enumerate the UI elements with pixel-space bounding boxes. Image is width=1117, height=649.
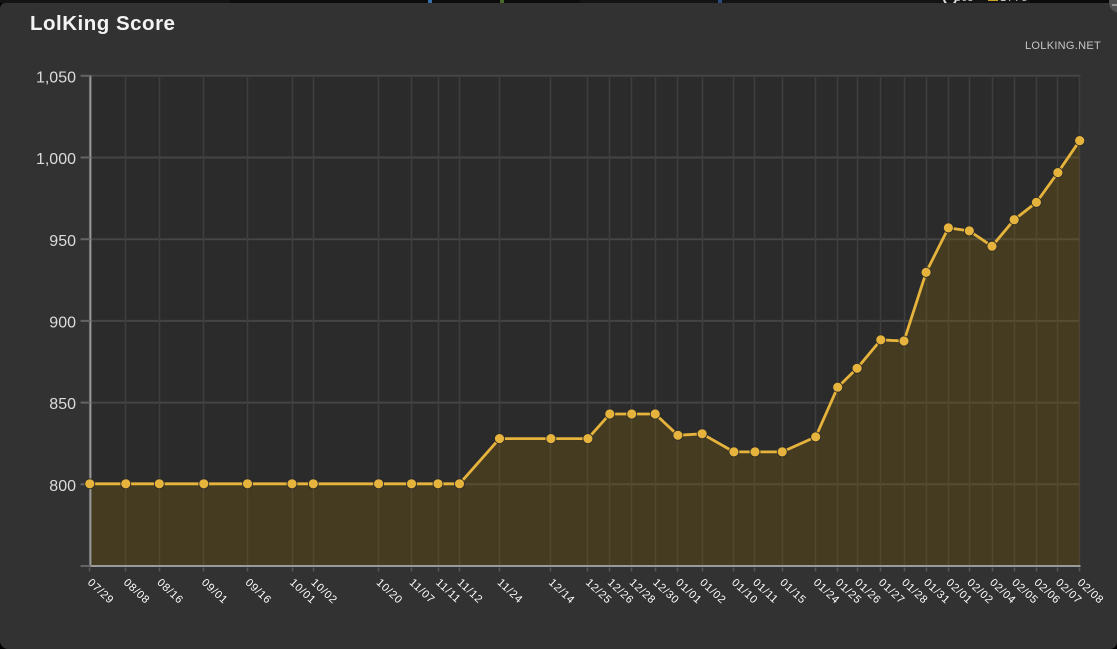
svg-text:07/29: 07/29 — [85, 577, 116, 607]
svg-text:11/24: 11/24 — [495, 577, 525, 606]
svg-text:11/12: 11/12 — [455, 577, 485, 606]
svg-text:09/01: 09/01 — [199, 577, 230, 607]
svg-text:10/20: 10/20 — [374, 577, 405, 607]
svg-text:01/02: 01/02 — [697, 577, 728, 607]
svg-text:08/08: 08/08 — [121, 577, 152, 607]
svg-text:900: 900 — [49, 315, 76, 332]
svg-text:950: 950 — [49, 233, 76, 250]
svg-text:01/01: 01/01 — [673, 577, 704, 607]
svg-text:1,000: 1,000 — [36, 151, 76, 168]
svg-text:800: 800 — [49, 478, 76, 495]
svg-text:01/15: 01/15 — [777, 577, 808, 607]
svg-text:09/16: 09/16 — [243, 577, 274, 607]
svg-text:850: 850 — [49, 396, 76, 413]
svg-text:12/14: 12/14 — [546, 577, 577, 607]
svg-text:11/07: 11/07 — [407, 577, 437, 606]
svg-text:08/16: 08/16 — [154, 577, 185, 607]
svg-text:1,050: 1,050 — [36, 69, 76, 86]
